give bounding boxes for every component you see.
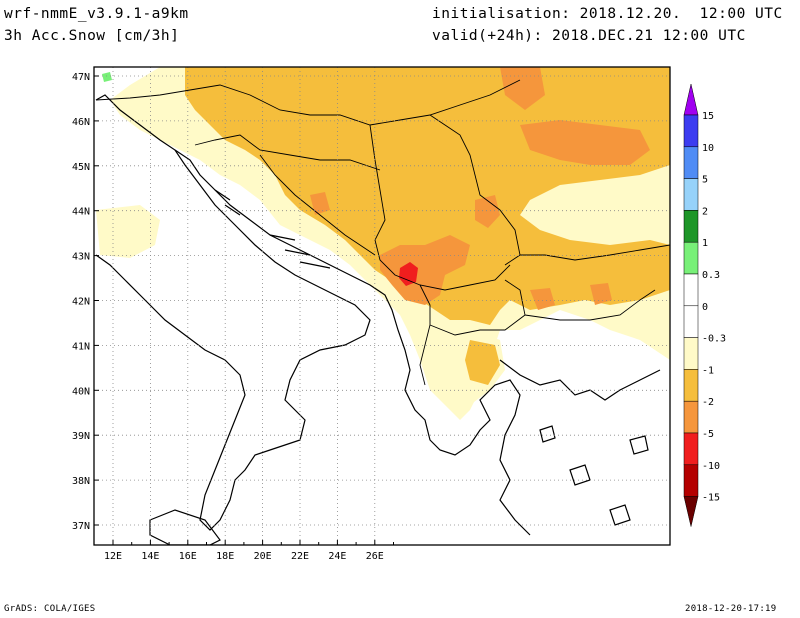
legend-color-box	[683, 210, 699, 243]
field-orange-4	[475, 195, 500, 228]
valid-time-label: valid(+24h): 2018.DEC.21 12:00 UTC	[432, 28, 746, 44]
init-time-label: initialisation: 2018.12.20. 12:00 UTC	[432, 6, 783, 22]
field-red	[399, 262, 418, 286]
legend-label: 5	[702, 175, 708, 186]
lon-tick-label: 12E	[104, 551, 122, 562]
legend-color-box	[683, 146, 699, 179]
border-serbia-east	[369, 124, 511, 291]
border-bulgaria	[520, 244, 670, 261]
lat-tick-label: 39N	[72, 431, 90, 442]
lat-tick-label: 43N	[72, 252, 90, 263]
field-orange-1	[520, 120, 650, 165]
field-light-west	[96, 205, 160, 258]
legend-label: 2	[702, 206, 708, 217]
legend-color-box	[683, 400, 699, 434]
legend-color-box	[683, 178, 699, 211]
legend-label: 0	[702, 302, 708, 313]
field-orange-7	[590, 283, 612, 305]
legend-label: 1	[702, 238, 708, 249]
lat-tick-label: 45N	[72, 162, 90, 173]
lat-tick-label: 42N	[72, 297, 90, 308]
snowfall-fields	[96, 67, 670, 420]
credit-label: GrADS: COLA/IGES	[4, 604, 96, 614]
lat-tick-label: 40N	[72, 386, 90, 397]
grid	[94, 67, 670, 545]
field-yellow-east	[600, 250, 665, 295]
border-croatia-bosnia	[259, 154, 376, 256]
legend-color-box	[683, 369, 699, 402]
lat-tick-label: 38N	[72, 476, 90, 487]
timestamp-label: 2018-12-20-17:19	[685, 604, 777, 614]
lon-tick-label: 18E	[216, 551, 234, 562]
legend-label: -2	[702, 397, 714, 408]
sicily-coast	[149, 509, 221, 545]
legend-label: 15	[702, 111, 714, 122]
lon-tick-label: 14E	[141, 551, 159, 562]
legend-color-box	[683, 432, 699, 466]
border-macedonia	[419, 279, 526, 336]
legend-top-arrow	[683, 83, 699, 116]
country-borders	[95, 79, 670, 386]
border-romania	[429, 114, 521, 266]
lat-tick-label: 41N	[72, 341, 90, 352]
border-north	[95, 79, 521, 126]
legend-color-box	[683, 305, 699, 338]
latitude-axis: 47N 46N 45N 44N 43N 42N 41N 40N 39N 38N 37N	[72, 72, 99, 532]
legend-label: 0.3	[702, 270, 720, 281]
lat-tick-label: 47N	[72, 72, 90, 83]
map-frame	[93, 66, 671, 546]
legend-label: -5	[702, 429, 714, 440]
legend-color-box	[683, 114, 699, 148]
legend-color-box	[683, 464, 699, 497]
variable-label: 3h Acc.Snow [cm/3h]	[4, 28, 180, 44]
legend-label: 10	[702, 143, 714, 154]
dalmatian-islands	[214, 189, 331, 269]
greece-coast	[499, 359, 661, 401]
legend-label-last: -15	[702, 493, 720, 504]
legend-label: -10	[702, 461, 720, 472]
field-yellow-south	[465, 340, 500, 385]
field-orange-2	[500, 67, 545, 110]
lon-tick-label: 16E	[179, 551, 197, 562]
field-green	[102, 72, 112, 82]
italy-coast	[95, 94, 371, 531]
border-albania-greece	[419, 324, 431, 386]
lat-tick-label: 37N	[72, 521, 90, 532]
lon-tick-label: 20E	[254, 551, 272, 562]
aegean-island-1	[569, 464, 591, 486]
lon-tick-label: 24E	[328, 551, 346, 562]
field-orange-3	[380, 235, 470, 305]
legend-label: -0.3	[702, 334, 726, 345]
colorbar-legend: 15 10 5 2 1 0.3 0 -0.3 -1 -2 -5 -10 -15	[683, 83, 726, 527]
legend-bottom-arrow	[683, 496, 699, 527]
legend-color-box	[683, 337, 699, 370]
lon-tick-label: 22E	[291, 551, 309, 562]
field-orange-6	[530, 288, 555, 310]
lon-tick-label: 26E	[366, 551, 384, 562]
legend-color-box	[683, 273, 699, 307]
aegean-island-2	[609, 504, 631, 526]
model-label: wrf-nmmE_v3.9.1-a9km	[4, 6, 189, 22]
coastlines	[95, 94, 661, 545]
legend-color-box	[683, 241, 699, 275]
aegean-island-4	[629, 435, 649, 455]
border-greece-turkey	[524, 289, 656, 321]
longitude-axis: 12E 14E 16E 18E 20E 22E 24E 26E	[104, 540, 394, 562]
lat-tick-label: 44N	[72, 207, 90, 218]
field-orange-5	[310, 192, 330, 215]
lat-tick-label: 46N	[72, 117, 90, 128]
legend-label: -1	[702, 365, 714, 376]
aegean-island-3	[539, 425, 556, 443]
border-slovenia-croatia	[194, 134, 381, 171]
